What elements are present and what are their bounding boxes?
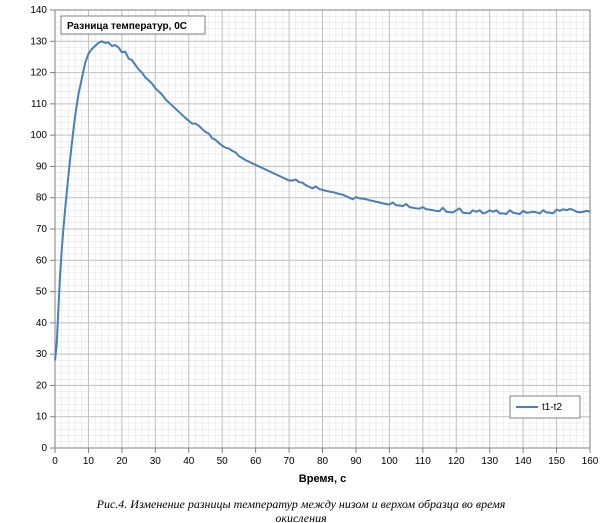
ytick-label: 110 [31,99,47,110]
ytick-label: 120 [30,68,47,79]
xtick-label: 50 [217,456,229,467]
xtick-label: 70 [284,456,296,467]
ytick-label: 100 [30,130,47,141]
xtick-label: 20 [116,456,128,467]
ytick-label: 140 [30,5,47,16]
ytick-label: 90 [36,161,48,172]
figure-caption: Рис.4. Изменение разницы температур межд… [0,493,602,523]
xtick-label: 40 [183,456,195,467]
caption-line2: окисления [275,511,326,523]
chart-container: 0102030405060708090100110120130140150160… [0,0,602,493]
ytick-label: 50 [36,287,48,298]
ytick-label: 0 [41,443,47,454]
xtick-label: 110 [415,456,431,467]
ytick-label: 70 [36,224,48,235]
ytick-label: 60 [36,255,48,266]
chart-title-text: Разница температур, 0С [67,21,187,32]
xtick-label: 80 [317,456,329,467]
ytick-label: 80 [36,193,48,204]
xtick-label: 10 [83,456,95,467]
xtick-label: 30 [150,456,162,467]
xtick-label: 160 [582,456,599,467]
xtick-label: 90 [350,456,362,467]
xtick-label: 130 [481,456,498,467]
xtick-label: 150 [548,456,565,467]
xtick-label: 100 [381,456,398,467]
caption-line1: Рис.4. Изменение разницы температур межд… [97,497,506,511]
ytick-label: 40 [36,318,48,329]
xtick-label: 60 [250,456,262,467]
ytick-label: 10 [36,412,48,423]
xtick-label: 0 [52,456,58,467]
ytick-label: 130 [30,36,47,47]
temperature-difference-chart: 0102030405060708090100110120130140150160… [0,0,602,493]
ytick-label: 20 [36,380,48,391]
x-axis-title: Время, с [299,473,346,485]
legend-label: t1-t2 [542,402,562,413]
xtick-label: 140 [515,456,532,467]
ytick-label: 30 [36,349,48,360]
xtick-label: 120 [448,456,465,467]
